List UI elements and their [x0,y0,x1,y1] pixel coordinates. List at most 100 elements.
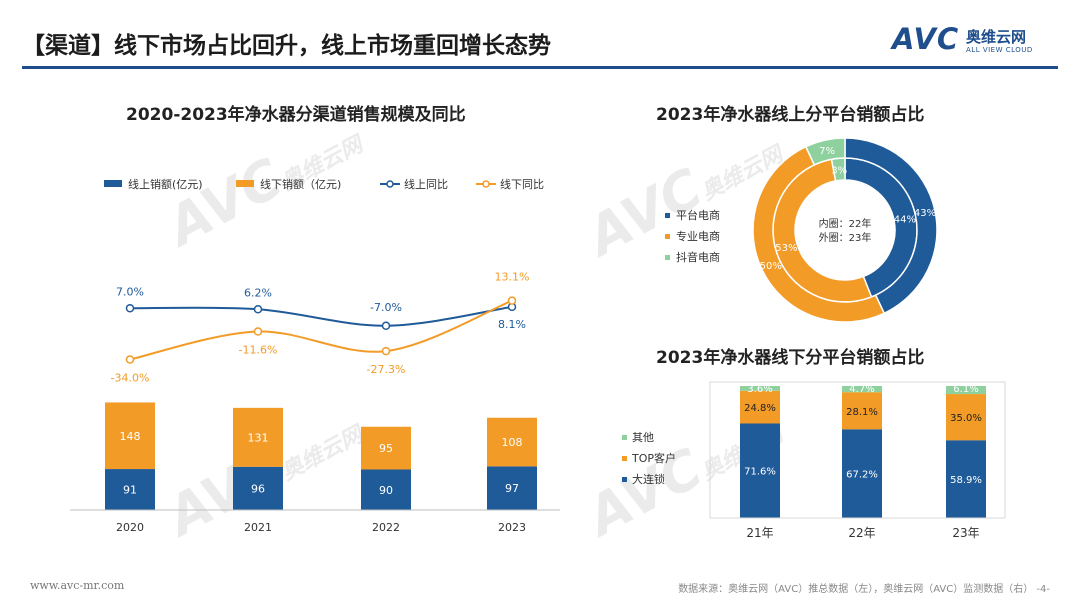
bar-online-label: 97 [505,482,519,495]
stacked-bar-segment [842,386,882,393]
bar-online [487,466,537,510]
stacked-bar-segment [740,390,780,424]
online-growth-line [129,305,513,327]
stacked-bar-label: 4.7% [849,384,874,395]
legend-label: 平台电商 [676,208,720,222]
offline-growth-label: -34.0% [111,372,150,385]
legend-swatch [665,255,670,260]
legend-label: TOP客户 [631,451,676,465]
logo-main: AVC [892,22,960,56]
bar-online-label: 90 [379,484,393,497]
offline-growth-label: -27.3% [367,363,406,376]
offline-growth-point [253,327,263,336]
stacked-bar-label: 6.1% [953,384,978,395]
donut-chart-title: 2023年净水器线上分平台销额占比 [656,105,925,125]
bar-online [105,469,155,510]
donut-slice-label: 44% [894,215,916,226]
donut-slice-label: 43% [914,208,936,219]
bar-offline-label: 131 [248,431,269,444]
stacked-bar-label: 71.6% [744,467,776,478]
bar-offline [105,402,155,470]
donut-slice [804,137,846,166]
bar-online-label: 96 [251,482,265,495]
donut-slice-label: 3% [831,165,847,176]
stacked-bar-label: 3.6% [747,384,772,395]
offline-growth-point [507,296,517,305]
stacked-bar-segment [946,440,986,518]
donut-slice-label: 7% [819,146,835,157]
offline-growth-point [381,346,391,356]
stacked-bar-segment [740,423,780,518]
offline-growth-point [125,355,135,364]
bar-online-label: 91 [123,484,137,497]
bar-online [233,466,283,510]
legend-label: 线上销额(亿元) [128,177,203,191]
legend-label: 大连锁 [632,472,665,486]
footer-source: 数据来源：奥维云网（AVC）推总数据（左），奥维云网（AVC）监测数据（右） -… [678,584,1050,595]
legend-marker [386,180,394,188]
legend-swatch [622,477,627,482]
stacked-bar-label: 35.0% [950,413,982,424]
page-title: 【渠道】线下市场占比回升，线上市场重回增长态势 [22,33,551,59]
bar-online [361,469,411,510]
legend-label: 线上同比 [404,177,448,191]
legend-label: 抖音电商 [676,250,720,264]
offline-platform-bars: 71.6% 24.8% 3.6% 21年 67.2% 28.1% 4.7% 22年 58.9% 3… [622,381,1006,540]
donut-center-label: 外圈：23年 [819,231,872,244]
x-tick-label: 22年 [848,526,875,540]
stacked-bar-label: 58.9% [950,475,982,486]
x-tick-label: 23年 [952,526,979,540]
x-tick-label: 2020 [116,521,144,534]
legend-label: 线下销额（亿元) [260,177,341,191]
offline-growth-label: 13.1% [495,271,530,284]
legend-label: 线下同比 [500,177,544,191]
footer-website: www.avc-mr.com [30,579,125,592]
online-growth-label: -7.0% [370,301,402,314]
legend-marker [482,180,490,188]
bar-offline [233,407,283,467]
legend-label: 专业电商 [676,229,720,243]
x-tick-label: 2023 [498,521,526,534]
x-tick-label: 2021 [244,521,272,534]
plot-frame [709,381,1006,519]
x-tick-label: 21年 [746,526,773,540]
avc-logo: AVC 奥维云网 ALL VIEW CLOUD [892,22,1052,58]
donut-slice-label: 53% [775,243,797,254]
donut-center-label: 内圈：22年 [819,217,872,230]
legend-swatch [665,234,670,239]
x-tick-label: 2022 [372,521,400,534]
legend-label: 其他 [632,431,654,444]
online-growth-label: 8.1% [498,318,526,331]
online-growth-label: 6.2% [244,286,272,299]
offline-growth-line [129,299,513,361]
legend-swatch [104,180,122,187]
stacked-bar-segment [946,386,986,395]
stacked-bar-segment [946,394,986,441]
channel-sales-chart: 线上销额(亿元) 线下销额（亿元) 线上同比 线下同比 91 148 2020 96 131 20… [70,177,560,534]
offline-growth-label: -11.6% [239,344,278,357]
offline-chart-title: 2023年净水器线下分平台销额占比 [656,348,925,368]
stacked-bar-segment [740,386,780,391]
online-growth-point [125,304,135,313]
stacked-bar-label: 28.1% [846,407,878,418]
legend-swatch [622,435,627,440]
logo-cn: 奥维云网 [966,28,1027,46]
bar-offline-label: 148 [120,430,141,443]
stacked-bar-segment [842,392,882,430]
bar-offline [487,417,537,467]
logo-en: ALL VIEW CLOUD [966,46,1033,54]
header-rule [22,66,1058,69]
bar-offline [361,426,411,470]
online-growth-label: 7.0% [116,285,144,298]
legend-swatch [236,180,254,187]
stacked-bar-label: 67.2% [846,470,878,481]
legend-swatch [665,213,670,218]
bar-offline-label: 108 [502,436,523,449]
stacked-bar-segment [842,429,882,518]
stacked-bar-label: 24.8% [744,403,776,414]
left-chart-title: 2020-2023年净水器分渠道销售规模及同比 [126,105,466,125]
legend-swatch [622,456,627,461]
online-growth-point [253,305,263,314]
donut-slice [752,145,886,323]
